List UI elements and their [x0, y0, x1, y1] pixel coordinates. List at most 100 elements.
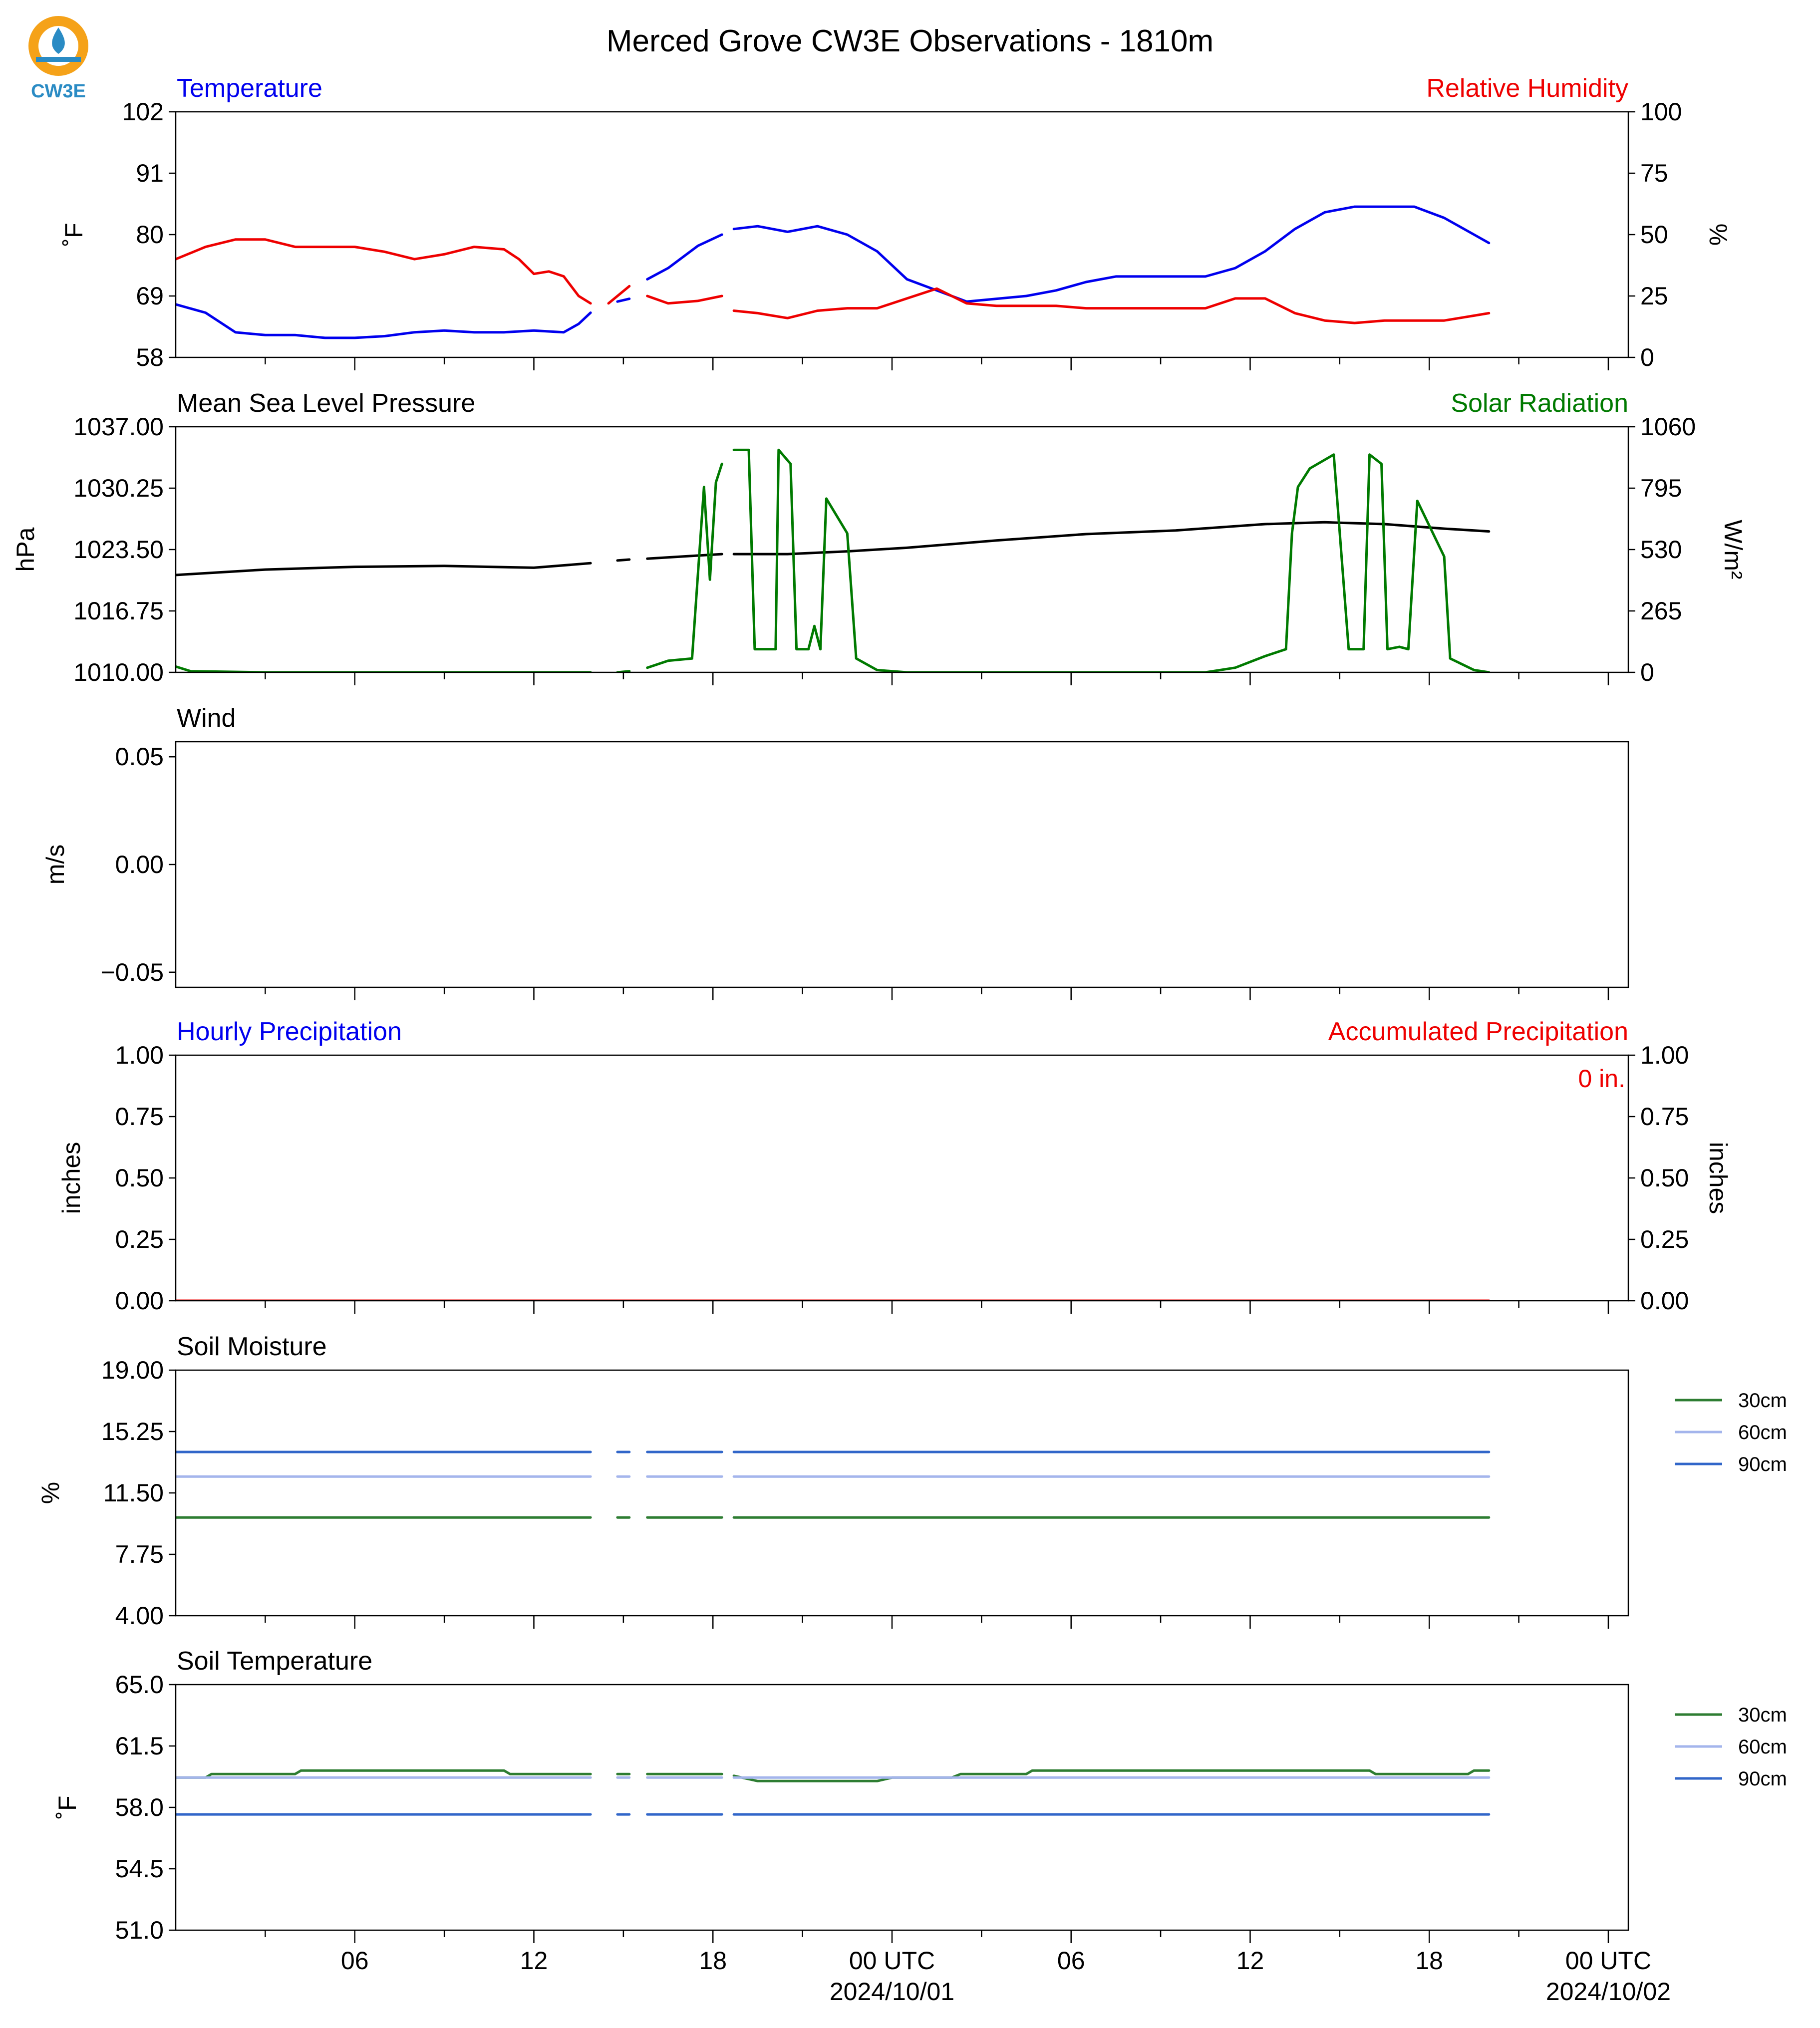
accumulated-precipitation-value: 0 in. — [1578, 1065, 1625, 1093]
y-tick-label-left: 15.25 — [101, 1418, 164, 1446]
panel-soil-temperature: Soil Temperature 65.0 61.5 58.0 54.5 51.0 ˚F 30… — [53, 1647, 1787, 1944]
panel-series-group — [176, 205, 1491, 339]
y-axis-label-right: inches — [1704, 1142, 1732, 1214]
y-tick-label-left: −0.05 — [100, 958, 164, 986]
legend-label: 30cm — [1738, 1390, 1787, 1412]
legend-label: 90cm — [1738, 1453, 1787, 1475]
panel-pressure-solar: Mean Sea Level Pressure Solar Radiation 10… — [11, 389, 1747, 686]
y-tick-label-left: 0.25 — [115, 1225, 164, 1253]
logo-drop — [52, 27, 65, 54]
x-tick-label: 18 — [1415, 1947, 1443, 1975]
y-tick-label-left: 1010.00 — [73, 658, 164, 686]
y-tick-label-right: 0 — [1640, 343, 1654, 371]
logo-wave — [36, 57, 81, 62]
series-line-temperature — [176, 205, 1491, 339]
y-tick-label-right: 100 — [1640, 98, 1682, 126]
panel-soil-moisture: Soil Moisture 19.00 15.25 11.50 7.75 4.00% 30c… — [36, 1332, 1787, 1630]
y-tick-label-left: 0.00 — [115, 1287, 164, 1315]
y-tick-label-right: 0.00 — [1640, 1287, 1689, 1315]
panel-title-right: Solar Radiation — [1451, 389, 1628, 418]
panel-title-left: Mean Sea Level Pressure — [177, 389, 475, 418]
y-tick-label-left: 0.75 — [115, 1103, 164, 1131]
x-tick-label: 12 — [1236, 1947, 1264, 1975]
panel-title-left: Soil Temperature — [177, 1647, 372, 1676]
legend: 30cm 60cm 90cm — [1675, 1704, 1787, 1790]
figure-title: Merced Grove CW3E Observations - 1810m — [607, 24, 1213, 58]
y-axis-label-left: ˚F — [60, 223, 88, 246]
panel-title-left: Temperature — [177, 74, 322, 103]
y-axis-label-left: hPa — [11, 527, 39, 572]
panel-title-left: Wind — [177, 704, 236, 733]
x-date-label: 2024/10/02 — [1546, 1978, 1671, 2006]
y-axis-label-right: % — [1704, 224, 1732, 246]
x-tick-label: 06 — [341, 1947, 369, 1975]
y-tick-label-left: 65.0 — [115, 1671, 164, 1699]
y-tick-label-right: 530 — [1640, 536, 1682, 564]
series-line-mean-sea-level-pressure — [176, 521, 1491, 577]
y-tick-label-left: 1030.25 — [73, 474, 164, 502]
panel-series-group — [176, 1769, 1491, 1816]
y-tick-label-right: 50 — [1640, 221, 1668, 249]
y-tick-label-right: 1060 — [1640, 413, 1696, 441]
x-tick-label: 06 — [1057, 1947, 1085, 1975]
panel-title-left: Hourly Precipitation — [177, 1017, 402, 1046]
legend-label: 90cm — [1738, 1768, 1787, 1790]
panel-precipitation: Hourly Precipitation Accumulated Precipit… — [57, 1017, 1732, 1315]
y-tick-label-left: 0.50 — [115, 1164, 164, 1192]
y-tick-label-right: 0 — [1640, 658, 1654, 686]
y-tick-label-left: 69 — [136, 282, 164, 310]
panels: Temperature Relative Humidity 102 91 80 69 58 1… — [11, 74, 1787, 2006]
x-axis-labels: 06 12 18 00 UTC 06 12 18 00 UTC 2024/10/01 2024/1… — [341, 1947, 1671, 2006]
y-tick-label-left: 58 — [136, 343, 164, 371]
x-tick-label: 00 UTC — [1565, 1947, 1651, 1975]
series-line-relative-humidity — [176, 238, 1491, 324]
y-tick-label-right: 0.25 — [1640, 1225, 1689, 1253]
y-axis-label-left: % — [36, 1482, 64, 1504]
y-tick-label-right: 25 — [1640, 282, 1668, 310]
cw3e-logo: CW3E — [28, 16, 88, 102]
y-tick-label-left: 11.50 — [103, 1479, 164, 1507]
x-tick-label: 12 — [520, 1947, 548, 1975]
y-tick-label-right: 75 — [1640, 159, 1668, 187]
y-axis-label-left: inches — [57, 1142, 85, 1214]
y-tick-label-left: 1037.00 — [73, 413, 164, 441]
y-tick-label-left: 1023.50 — [73, 536, 164, 564]
y-tick-label-left: 102 — [122, 98, 164, 126]
series-line-30cm — [176, 1769, 1491, 1782]
y-tick-label-right: 0.75 — [1640, 1103, 1689, 1131]
x-date-label: 2024/10/01 — [830, 1978, 954, 2006]
x-tick-label: 00 UTC — [849, 1947, 935, 1975]
y-tick-label-left: 0.05 — [115, 743, 164, 771]
y-tick-label-right: 265 — [1640, 597, 1682, 625]
logo-text: CW3E — [31, 81, 86, 102]
y-tick-label-left: 1016.75 — [73, 597, 164, 625]
legend-label: 60cm — [1738, 1736, 1787, 1758]
panel-series-group — [176, 1450, 1491, 1519]
y-tick-label-left: 80 — [136, 221, 164, 249]
legend-label: 30cm — [1738, 1704, 1787, 1726]
x-tick-label: 18 — [699, 1947, 727, 1975]
panel-wind: Wind 0.05 0.00 −0.05 m/s — [41, 704, 1629, 1000]
legend-label: 60cm — [1738, 1422, 1787, 1444]
y-tick-label-left: 1.00 — [115, 1041, 164, 1069]
panel-title-left: Soil Moisture — [177, 1332, 327, 1361]
panel-temperature-humidity: Temperature Relative Humidity 102 91 80 69 58 1… — [60, 74, 1732, 371]
y-axis-label-left: ˚F — [53, 1795, 81, 1819]
y-axis-label-left: m/s — [41, 845, 69, 885]
y-tick-label-left: 91 — [136, 159, 164, 187]
y-tick-label-right: 1.00 — [1640, 1041, 1689, 1069]
y-tick-label-left: 19.00 — [101, 1356, 164, 1384]
panel-title-right: Relative Humidity — [1426, 74, 1628, 103]
legend: 30cm 60cm 90cm — [1675, 1390, 1787, 1475]
y-tick-label-right: 0.50 — [1640, 1164, 1689, 1192]
y-tick-label-left: 7.75 — [115, 1540, 164, 1568]
y-tick-label-left: 61.5 — [115, 1732, 164, 1760]
y-tick-label-left: 58.0 — [115, 1793, 164, 1821]
y-tick-label-right: 795 — [1640, 474, 1682, 502]
y-tick-label-left: 0.00 — [115, 851, 164, 878]
y-tick-label-left: 54.5 — [115, 1855, 164, 1883]
panel-title-right: Accumulated Precipitation — [1328, 1017, 1628, 1046]
y-tick-label-left: 51.0 — [115, 1916, 164, 1944]
